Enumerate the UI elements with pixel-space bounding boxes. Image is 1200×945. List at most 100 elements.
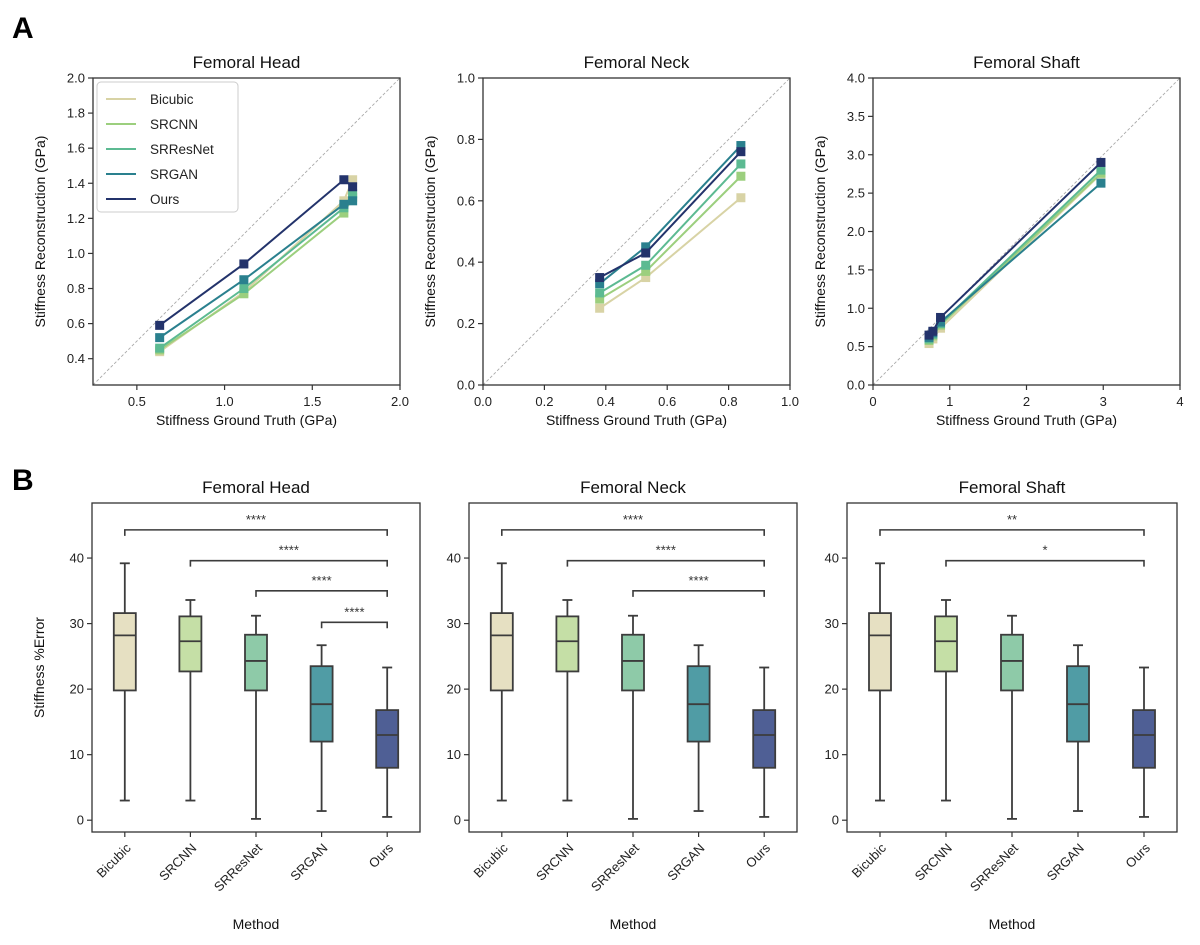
plot-frame [91,502,421,833]
y-tick-label: 20 [825,682,839,697]
y-tick-label: 1.0 [847,301,865,316]
legend-entry: SRGAN [150,167,198,182]
chart-title: Femoral Head [202,478,310,497]
y-tick-label: 30 [447,616,461,631]
box-ours [752,709,777,769]
y-tick-label: 3.5 [847,109,865,124]
x-tick-label: Ours [366,840,397,871]
x-tick-label: SRGAN [664,840,707,883]
significance-label: **** [246,512,266,527]
box-srcnn [555,615,580,673]
legend-entry: SRCNN [150,117,198,132]
x-axis-label: Method [610,916,657,932]
identity-reference-line [482,77,791,386]
box-bicubic [489,612,514,692]
y-tick-label: 0.6 [67,316,85,331]
data-point-srgan [936,317,946,327]
y-tick-label: 0 [832,813,839,828]
x-tick-label: 0.2 [535,394,553,409]
y-tick-label: 10 [447,747,461,762]
data-point-ours [348,182,358,192]
panel-label-a: A [12,12,34,45]
y-tick-label: 2.0 [847,224,865,239]
legend-entry: SRResNet [150,142,214,157]
y-tick-label: 1.0 [457,71,475,86]
identity-reference-line [872,77,1181,386]
significance-label: ** [1007,512,1017,527]
plot-frame [468,502,798,833]
box-srcnn [178,615,203,673]
chart-title: Femoral Shaft [973,53,1080,72]
chart-title: Femoral Head [193,53,301,72]
y-axis-label: Stiffness Reconstruction (GPa) [422,136,438,328]
y-tick-label: 1.8 [67,106,85,121]
y-tick-label: 0.5 [847,339,865,354]
data-point-srgan [155,333,165,343]
series-line-srresnet [599,163,742,294]
significance-label: **** [344,604,364,619]
data-point-srcnn [641,266,651,276]
x-tick-label: Bicubic [849,840,890,881]
data-point-srresnet [348,189,358,199]
data-point-srgan [1096,178,1106,188]
legend: Bicubic SRCNN SRResNet SRGAN Ours [96,81,239,213]
data-point-ours [936,312,946,322]
data-point-srgan [239,275,249,285]
x-tick-label: 1.0 [781,394,799,409]
y-tick-label: 30 [70,616,84,631]
x-tick-label: 0.8 [720,394,738,409]
box-ours [375,709,400,769]
data-point-ours [1096,157,1106,167]
x-tick-label: SRCNN [156,840,199,883]
y-tick-label: 20 [70,682,84,697]
y-tick-label: 0.8 [457,132,475,147]
y-tick-label: 0 [454,813,461,828]
data-point-srresnet [595,288,605,298]
data-point-srgan [736,141,746,151]
x-tick-label: 0 [869,394,876,409]
y-tick-label: 1.6 [67,141,85,156]
y-tick-label: 40 [825,551,839,566]
box-srresnet [244,633,268,692]
data-point-bicubic [595,303,605,313]
y-tick-label: 0.6 [457,193,475,208]
y-tick-label: 2.0 [67,71,85,86]
y-tick-label: 0.8 [67,281,85,296]
data-point-srgan [595,279,605,289]
significance-label: **** [623,512,643,527]
data-point-srresnet [641,260,651,270]
significance-label: **** [656,543,676,558]
data-point-srgan [641,242,651,252]
plot-frame [846,502,1178,833]
y-tick-label: 1.4 [67,176,85,191]
y-tick-label: 40 [70,551,84,566]
chart-title: Femoral Neck [584,53,690,72]
x-axis-label: Stiffness Ground Truth (GPa) [156,412,337,428]
data-point-srcnn [736,171,746,181]
y-tick-label: 20 [447,682,461,697]
x-tick-label: SRGAN [1044,840,1087,883]
data-point-srresnet [736,159,746,169]
significance-bracket [945,559,1145,567]
data-point-srcnn [239,289,249,299]
significance-label: * [1042,543,1047,558]
y-tick-label: 10 [825,747,839,762]
y-tick-label: 1.5 [847,262,865,277]
data-point-bicubic [736,193,746,203]
significance-label: **** [279,543,299,558]
data-point-bicubic [641,273,651,283]
x-tick-label: 1 [946,394,953,409]
x-tick-label: 4 [1176,394,1183,409]
x-tick-label: 0.5 [128,394,146,409]
x-axis-label: Stiffness Ground Truth (GPa) [936,412,1117,428]
data-point-ours [339,175,349,185]
significance-bracket [632,590,765,597]
series-line-bicubic [599,196,742,310]
y-tick-label: 0 [77,813,84,828]
y-tick-label: 0.0 [457,378,475,393]
plot-frame [482,77,791,386]
data-point-srcnn [595,294,605,304]
significance-label: **** [688,573,708,588]
plot-frame [872,77,1181,386]
